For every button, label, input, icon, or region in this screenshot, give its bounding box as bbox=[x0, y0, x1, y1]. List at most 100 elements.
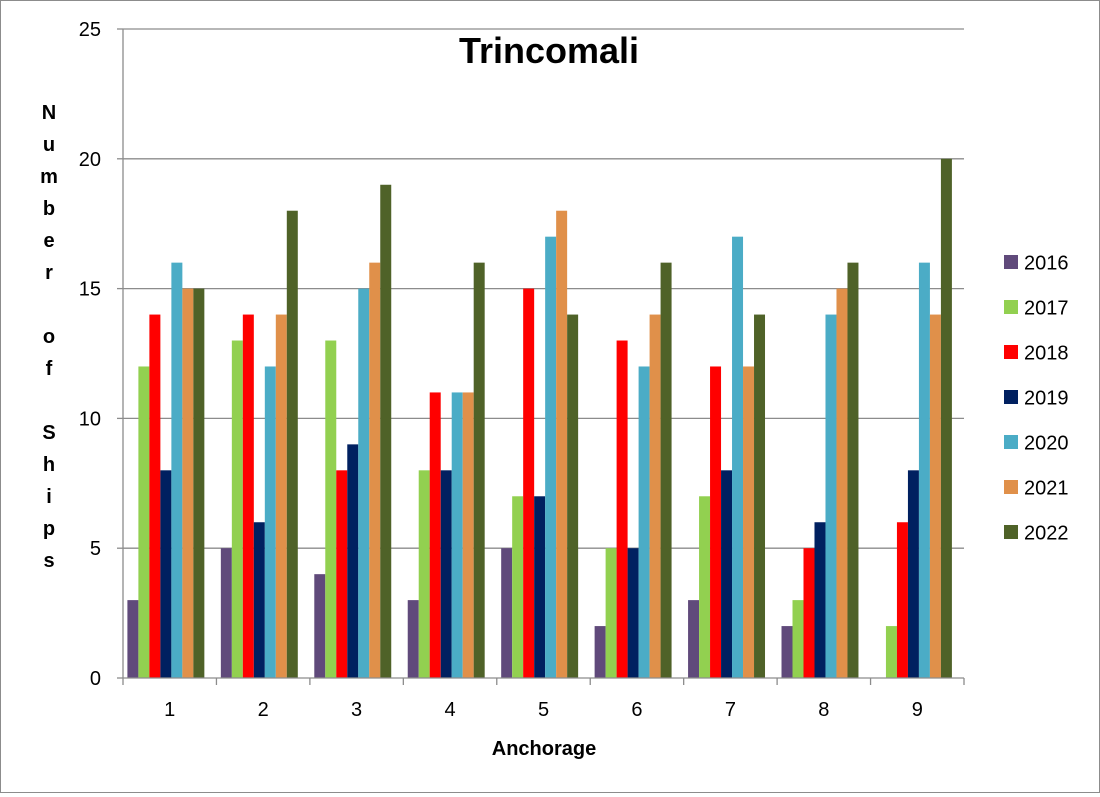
y-tick-label: 25 bbox=[79, 19, 101, 41]
bar-2020-anchorage-4 bbox=[451, 392, 463, 678]
bar-2022-anchorage-5 bbox=[567, 314, 579, 678]
x-tick-label: 2 bbox=[258, 699, 269, 721]
y-axis-title-letter: h bbox=[43, 454, 55, 476]
bar-2016-anchorage-6 bbox=[594, 626, 606, 678]
bar-2019-anchorage-4 bbox=[440, 470, 452, 678]
x-tick-label: 7 bbox=[725, 699, 736, 721]
y-tick-label: 15 bbox=[79, 279, 101, 301]
bar-2020-anchorage-2 bbox=[264, 366, 276, 678]
y-axis-title-letter: b bbox=[43, 198, 55, 220]
legend-swatch-2021 bbox=[1004, 480, 1018, 494]
y-axis-title-letter: r bbox=[45, 262, 53, 284]
legend-swatch-2020 bbox=[1004, 435, 1018, 449]
legend-label-2020: 2020 bbox=[1024, 433, 1069, 455]
bar-2018-anchorage-5 bbox=[523, 288, 535, 678]
x-tick-label: 6 bbox=[631, 699, 642, 721]
y-axis-title-letter: p bbox=[43, 518, 55, 540]
bar-2022-anchorage-8 bbox=[847, 262, 859, 678]
bar-2018-anchorage-4 bbox=[429, 392, 441, 678]
legend-label-2018: 2018 bbox=[1024, 343, 1069, 365]
bar-2021-anchorage-9 bbox=[929, 314, 941, 678]
legend-label-2021: 2021 bbox=[1024, 478, 1069, 500]
bar-2021-anchorage-7 bbox=[743, 366, 755, 678]
bar-2020-anchorage-9 bbox=[918, 262, 930, 678]
bar-2021-anchorage-2 bbox=[275, 314, 287, 678]
bar-2019-anchorage-8 bbox=[814, 522, 826, 678]
legend-swatch-2019 bbox=[1004, 390, 1018, 404]
bar-2016-anchorage-1 bbox=[127, 600, 139, 678]
bar-2021-anchorage-5 bbox=[556, 210, 568, 678]
legend-label-2017: 2017 bbox=[1024, 298, 1069, 320]
legend: 2016 2017 2018 2019 2020 2021 2022 bbox=[1004, 253, 1069, 545]
bar-2019-anchorage-5 bbox=[534, 496, 546, 678]
legend-label-2016: 2016 bbox=[1024, 253, 1069, 275]
bar-2018-anchorage-7 bbox=[710, 366, 722, 678]
bar-2021-anchorage-8 bbox=[836, 288, 848, 678]
bar-2017-anchorage-4 bbox=[418, 470, 430, 678]
bar-2022-anchorage-9 bbox=[940, 158, 952, 679]
legend-swatch-2018 bbox=[1004, 345, 1018, 359]
bar-2019-anchorage-6 bbox=[627, 548, 639, 678]
bar-2019-anchorage-7 bbox=[721, 470, 733, 678]
bar-2021-anchorage-4 bbox=[462, 392, 474, 678]
bar-2020-anchorage-5 bbox=[545, 236, 557, 678]
y-axis-title-letter: u bbox=[43, 134, 55, 156]
legend-swatch-2017 bbox=[1004, 300, 1018, 314]
axes: 0 5 10 15 20 25 1 2 3 4 5 6 7 8 9 bbox=[79, 19, 965, 721]
bar-2017-anchorage-7 bbox=[699, 496, 711, 678]
bar-2020-anchorage-3 bbox=[358, 288, 370, 678]
bar-2022-anchorage-3 bbox=[380, 184, 392, 678]
bar-2019-anchorage-3 bbox=[347, 444, 359, 678]
bar-2016-anchorage-7 bbox=[688, 600, 700, 678]
y-tick-label: 0 bbox=[90, 668, 101, 690]
bar-2017-anchorage-5 bbox=[512, 496, 524, 678]
bar-2019-anchorage-2 bbox=[253, 522, 265, 678]
bar-2016-anchorage-8 bbox=[781, 626, 793, 678]
bar-2020-anchorage-7 bbox=[732, 236, 744, 678]
x-tick-label: 4 bbox=[444, 699, 455, 721]
x-tick-label: 3 bbox=[351, 699, 362, 721]
y-axis-title-letter: S bbox=[42, 422, 55, 444]
bar-2022-anchorage-1 bbox=[193, 288, 205, 678]
legend-swatch-2016 bbox=[1004, 255, 1018, 269]
y-axis-title-letter: o bbox=[43, 326, 55, 348]
bar-2018-anchorage-9 bbox=[896, 522, 908, 678]
bar-2022-anchorage-2 bbox=[286, 210, 298, 678]
x-axis-title: Anchorage bbox=[492, 738, 596, 760]
legend-swatch-2022 bbox=[1004, 525, 1018, 539]
bar-2017-anchorage-2 bbox=[231, 340, 243, 678]
chart-title: Trincomali bbox=[459, 30, 639, 71]
y-axis-title-letter: N bbox=[42, 102, 56, 124]
bar-2022-anchorage-7 bbox=[754, 314, 766, 678]
bar-2018-anchorage-2 bbox=[242, 314, 254, 678]
bar-2016-anchorage-4 bbox=[407, 600, 419, 678]
bar-2021-anchorage-3 bbox=[369, 262, 381, 678]
bar-2019-anchorage-9 bbox=[907, 470, 919, 678]
x-tick-label: 9 bbox=[912, 699, 923, 721]
bars bbox=[127, 158, 952, 679]
bar-2017-anchorage-8 bbox=[792, 600, 804, 678]
bar-2017-anchorage-1 bbox=[138, 366, 150, 678]
x-tick-label: 8 bbox=[818, 699, 829, 721]
y-axis-title-letter: m bbox=[40, 166, 58, 188]
bar-2017-anchorage-3 bbox=[325, 340, 337, 678]
bar-2020-anchorage-6 bbox=[638, 366, 650, 678]
bar-2017-anchorage-6 bbox=[605, 548, 617, 678]
y-axis-title-letter: s bbox=[43, 550, 54, 572]
bar-2017-anchorage-9 bbox=[885, 626, 897, 678]
bar-2018-anchorage-8 bbox=[803, 548, 815, 678]
y-axis-title-letter: i bbox=[46, 486, 52, 508]
bar-2021-anchorage-6 bbox=[649, 314, 661, 678]
x-tick-label: 1 bbox=[164, 699, 175, 721]
y-axis-title-letter: f bbox=[46, 358, 53, 380]
bar-2016-anchorage-3 bbox=[314, 574, 326, 678]
bar-2018-anchorage-1 bbox=[149, 314, 161, 678]
bar-2022-anchorage-6 bbox=[660, 262, 672, 678]
bar-2020-anchorage-8 bbox=[825, 314, 837, 678]
bar-2021-anchorage-1 bbox=[182, 288, 194, 678]
y-tick-label: 20 bbox=[79, 149, 101, 171]
legend-label-2022: 2022 bbox=[1024, 523, 1069, 545]
bar-2016-anchorage-2 bbox=[220, 548, 232, 678]
